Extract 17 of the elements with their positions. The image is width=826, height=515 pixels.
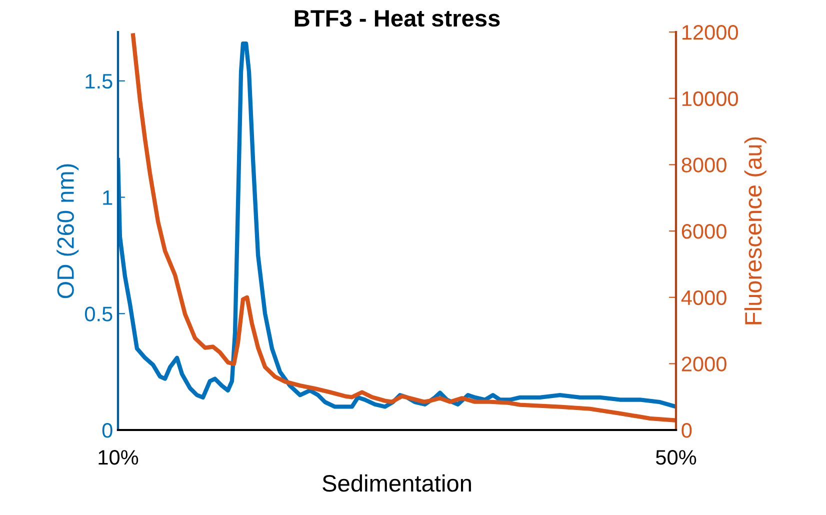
x-axis-title: Sedimentation <box>322 474 471 492</box>
y-tick-label: 1.5 <box>86 74 112 89</box>
chart-title: BTF3 - Heat stress <box>294 10 500 27</box>
y2-axis-title: Fluorescence (au) <box>744 137 766 324</box>
y-axis-title: OD (260 nm) <box>56 164 79 298</box>
y2-tick-label: 0 <box>682 423 692 438</box>
x-tick-label: 10% <box>98 450 138 465</box>
y2-tick-label: 4000 <box>681 290 726 306</box>
y-tick-label: 1 <box>103 190 112 205</box>
y2-tick-label: 6000 <box>682 224 726 239</box>
y2-tick-label: 10000 <box>682 91 738 106</box>
y2-tick-label: 12000 <box>682 25 738 40</box>
y2-tick-label: 8000 <box>682 158 726 172</box>
y2-tick-label: 2000 <box>682 356 726 372</box>
y-tick-label: 0 <box>102 423 112 438</box>
x-tick-label: 50% <box>656 450 696 465</box>
y-tick-label: 0.5 <box>84 306 112 322</box>
